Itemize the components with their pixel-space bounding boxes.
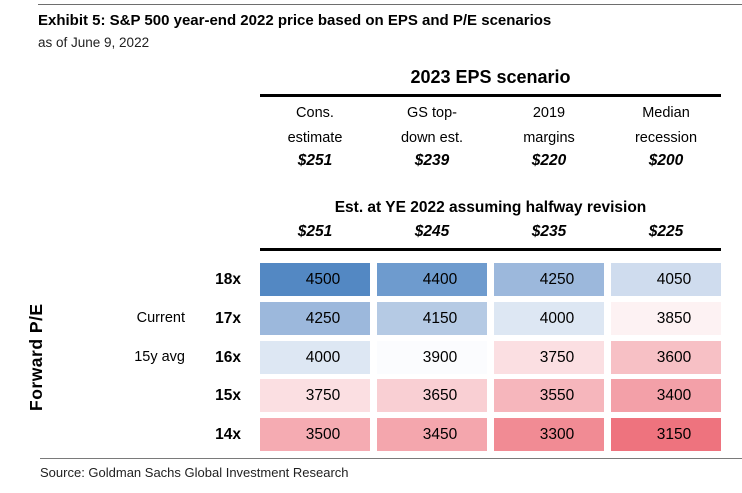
column-header-line2: margins <box>523 130 575 146</box>
exhibit-title: Exhibit 5: S&P 500 year-end 2022 price b… <box>38 12 552 29</box>
column-header-line1: Cons. <box>296 105 334 121</box>
row-label-16x: 16x <box>215 349 241 366</box>
est-ye2022-value: $251 <box>297 223 333 240</box>
column-header-line2: estimate <box>287 130 343 146</box>
source-attribution: Source: Goldman Sachs Global Investment … <box>40 465 349 480</box>
row-label-17x: 17x <box>215 310 241 327</box>
heatmap-cell: 3550 <box>494 379 604 412</box>
halfway-revision-header: Est. at YE 2022 assuming halfway revisio… <box>334 199 647 216</box>
column-header-line1: Median <box>642 105 690 121</box>
eps-2023-value: $239 <box>414 152 450 169</box>
est-ye2022-value: $235 <box>531 223 567 240</box>
heatmap-cell: 3300 <box>494 418 604 451</box>
eps-2023-value: $251 <box>297 152 333 169</box>
row-label-18x: 18x <box>215 271 241 288</box>
column-header-line1: 2019 <box>532 105 566 121</box>
heatmap-cell: 3500 <box>260 418 370 451</box>
heatmap-cell: 4250 <box>260 302 370 335</box>
column-header-2019-margins: 2019 margins <box>494 101 604 151</box>
y-axis-label: Forward P/E <box>26 303 46 411</box>
header-divider-top <box>260 94 721 97</box>
15y-avg-pe-annotation: 15y avg <box>134 349 185 365</box>
heatmap-cell: 3650 <box>377 379 487 412</box>
column-header-line2: recession <box>634 130 698 146</box>
heatmap-cell-highlighted-4150: 4150 <box>377 302 487 335</box>
heatmap-cell: 4400 <box>377 263 487 296</box>
bottom-divider <box>40 458 742 459</box>
column-header-median-recession: Median recession <box>611 101 721 151</box>
as-of-date: as of June 9, 2022 <box>38 35 150 50</box>
column-header-line2: down est. <box>400 130 464 146</box>
heatmap-cell: 4250 <box>494 263 604 296</box>
column-header-gs-topdown: GS top- down est. <box>377 101 487 151</box>
current-pe-annotation: Current <box>136 310 185 326</box>
top-divider <box>38 4 742 5</box>
heatmap-cell: 4500 <box>260 263 370 296</box>
est-ye2022-value: $245 <box>414 223 450 240</box>
eps-2023-value: $220 <box>531 152 567 169</box>
heatmap-cell: 3750 <box>494 341 604 374</box>
heatmap-cell: 3400 <box>611 379 721 412</box>
heatmap-cell: 3450 <box>377 418 487 451</box>
heatmap-cell-highlighted-3150: 3150 <box>611 418 721 451</box>
eps-scenario-header: 2023 EPS scenario <box>410 67 571 87</box>
heatmap-cell: 4000 <box>260 341 370 374</box>
column-header-cons-estimate: Cons. estimate <box>260 101 370 151</box>
row-label-15x: 15x <box>215 387 241 404</box>
heatmap-cell: 4000 <box>494 302 604 335</box>
heatmap-cell: 3600 <box>611 341 721 374</box>
row-label-14x: 14x <box>215 426 241 443</box>
heatmap-cell: 3750 <box>260 379 370 412</box>
column-header-line1: GS top- <box>407 105 457 121</box>
header-divider-bottom <box>260 248 721 251</box>
heatmap-cell: 3850 <box>611 302 721 335</box>
eps-2023-value: $200 <box>648 152 684 169</box>
est-ye2022-value: $225 <box>648 223 684 240</box>
heatmap-cell: 3900 <box>377 341 487 374</box>
heatmap-cell: 4050 <box>611 263 721 296</box>
